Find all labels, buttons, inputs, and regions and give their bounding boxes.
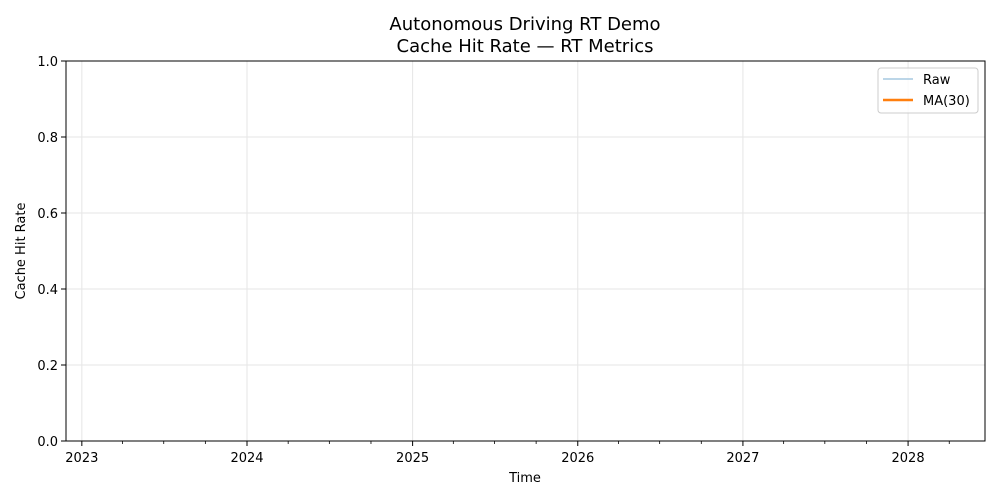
grid: [66, 60, 985, 442]
y-tick-label: 0.0: [37, 435, 58, 450]
chart-title-line2: Cache Hit Rate — RT Metrics: [397, 36, 654, 57]
chart-title-line1: Autonomous Driving RT Demo: [389, 14, 660, 35]
y-tick-label: 0.8: [37, 131, 58, 146]
legend-label-ma30: MA(30): [923, 94, 970, 109]
plot-frame: [65, 60, 986, 442]
x-tick-label: 2026: [561, 451, 594, 466]
x-tick-label: 2027: [726, 451, 759, 466]
y-axis-ticks: 0.0 0.2 0.4 0.6 0.8 1.0: [37, 55, 66, 450]
x-axis-ticks: 2023 2024 2025 2026 2027 2028: [65, 441, 925, 466]
y-axis-label: Cache Hit Rate: [14, 203, 29, 300]
y-tick-label: 0.2: [37, 359, 58, 374]
y-tick-label: 0.6: [37, 207, 58, 222]
x-tick-label: 2024: [230, 451, 263, 466]
x-tick-label: 2028: [892, 451, 925, 466]
x-tick-label: 2023: [65, 451, 98, 466]
legend: Raw MA(30): [877, 67, 979, 114]
y-tick-label: 0.4: [37, 283, 58, 298]
y-tick-label: 1.0: [37, 55, 58, 70]
x-axis-label: Time: [508, 471, 541, 486]
x-tick-label: 2025: [396, 451, 429, 466]
legend-label-raw: Raw: [923, 73, 951, 88]
